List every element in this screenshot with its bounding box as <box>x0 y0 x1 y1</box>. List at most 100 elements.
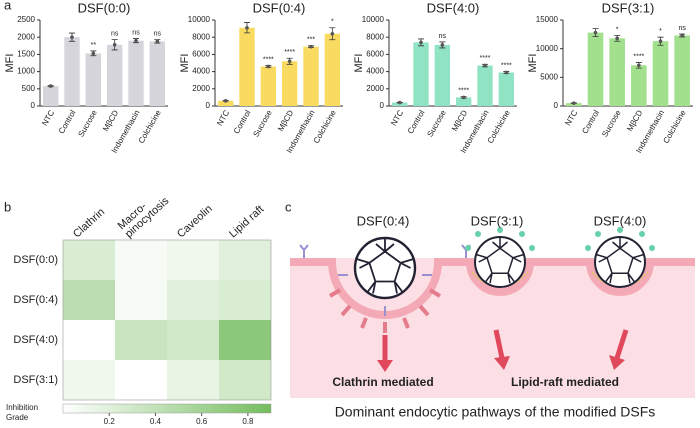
bar <box>674 35 690 107</box>
data-point <box>440 43 445 47</box>
column-label: Lipid raft <box>227 203 266 240</box>
heatmap-cell <box>115 320 167 360</box>
significance-label: ns <box>111 30 119 37</box>
y-tick-label: 4000 <box>192 67 210 76</box>
y-tick-label: 0 <box>380 101 385 110</box>
bar <box>652 41 669 106</box>
membrane <box>290 258 695 319</box>
y-tick-label: 15000 <box>536 15 559 24</box>
x-tick-label: Control <box>232 108 253 135</box>
y-tick-label: 2500 <box>17 15 35 24</box>
data-point <box>461 95 466 100</box>
colorbar-label: Grade <box>6 413 29 422</box>
data-point <box>637 63 641 68</box>
column-label-line: Clathrin <box>71 206 107 240</box>
significance-label: ns <box>154 30 162 37</box>
significance-label: ** <box>91 42 97 49</box>
x-tick-label: MβCD <box>450 108 469 132</box>
bar <box>106 44 123 106</box>
column-label: Clathrin <box>71 206 107 240</box>
heatmap-cell <box>63 280 115 320</box>
chart-title: DSF(0:0) <box>78 0 131 15</box>
heatmap-cell <box>115 240 167 280</box>
significance-label: * <box>659 28 662 35</box>
heatmap-cell <box>219 360 271 400</box>
heatmap-cell <box>167 360 219 400</box>
significance-label: ns <box>678 25 686 32</box>
data-point <box>309 44 313 49</box>
fullerene <box>353 236 417 300</box>
fullerene <box>594 236 646 288</box>
significance-label: ns <box>132 29 140 36</box>
bar <box>239 27 255 107</box>
data-point <box>70 35 74 39</box>
y-tick-label: 8000 <box>192 32 210 41</box>
diagram: DSF(0:4) DSF(3:1) DSF(4:0) Clathrin medi… <box>290 213 695 420</box>
bar <box>609 38 625 107</box>
heatmap-cell <box>219 280 271 320</box>
heatmap-cell <box>63 240 115 280</box>
data-point <box>155 39 160 44</box>
column-label-line: Lipid raft <box>227 203 266 240</box>
x-tick-label: Control <box>580 108 601 135</box>
heatmap-cell <box>115 280 167 320</box>
x-tick-label: NTC <box>40 108 56 127</box>
row-label: DSF(0:4) <box>13 294 58 306</box>
significance-label: **** <box>263 56 274 63</box>
bar <box>587 32 604 106</box>
bar <box>498 72 515 106</box>
y-tick-label: 6000 <box>192 50 210 59</box>
data-point <box>266 64 271 69</box>
bar <box>477 65 493 106</box>
significance-label: * <box>616 26 619 33</box>
data-point <box>504 70 509 75</box>
bar <box>631 65 647 106</box>
x-tick-label: NTC <box>389 108 405 127</box>
data-point <box>572 101 576 105</box>
y-tick-label: 6000 <box>366 50 384 59</box>
x-tick-label: Sucrose <box>600 108 623 138</box>
y-tick-label: 10000 <box>362 15 385 24</box>
data-point <box>593 30 598 35</box>
colorbar-tick-label: 0.4 <box>150 417 162 426</box>
y-tick-label: 1000 <box>17 67 35 76</box>
heatmap-cell <box>167 280 219 320</box>
clathrin-coat <box>328 288 442 333</box>
heatmap-cell <box>63 360 115 400</box>
chart-title: DSF(0:4) <box>253 0 306 15</box>
colorbar-label: Inhibition <box>6 403 38 412</box>
colorbar-tick-label: 0.6 <box>196 417 208 426</box>
arrows <box>377 329 629 372</box>
y-tick-label: 2000 <box>366 84 384 93</box>
y-tick-label: 2000 <box>17 32 35 41</box>
heatmap-cell <box>219 240 271 280</box>
y-tick-label: 0 <box>31 101 36 110</box>
pathway-label: Clathrin mediated <box>332 375 433 389</box>
y-tick-label: 1500 <box>17 50 35 59</box>
significance-label: **** <box>633 53 644 60</box>
data-point <box>330 31 335 36</box>
y-axis-label: MFI <box>527 54 539 73</box>
bar <box>260 66 277 106</box>
x-tick-label: NTC <box>563 108 579 127</box>
chart-title: DSF(3:1) <box>602 0 655 15</box>
data-point <box>48 84 53 88</box>
column-label: Caveolin <box>175 203 215 241</box>
bar <box>455 97 472 106</box>
x-tick-label: Control <box>406 108 427 135</box>
y-tick-label: 5000 <box>540 72 558 81</box>
bar <box>128 40 144 106</box>
row-label: DSF(3:1) <box>13 374 58 386</box>
heatmap-cell <box>63 320 115 360</box>
bar <box>281 61 298 106</box>
row-label: DSF(4:0) <box>13 334 58 346</box>
y-tick-label: 4000 <box>366 67 384 76</box>
heatmap-cell <box>219 320 271 360</box>
column-label-line: Caveolin <box>175 203 215 241</box>
bar <box>217 100 234 106</box>
panel-label: c <box>285 199 292 214</box>
heatmap-cell <box>167 240 219 280</box>
y-axis-label: MFI <box>353 54 365 73</box>
heatmap-frame <box>62 239 272 401</box>
